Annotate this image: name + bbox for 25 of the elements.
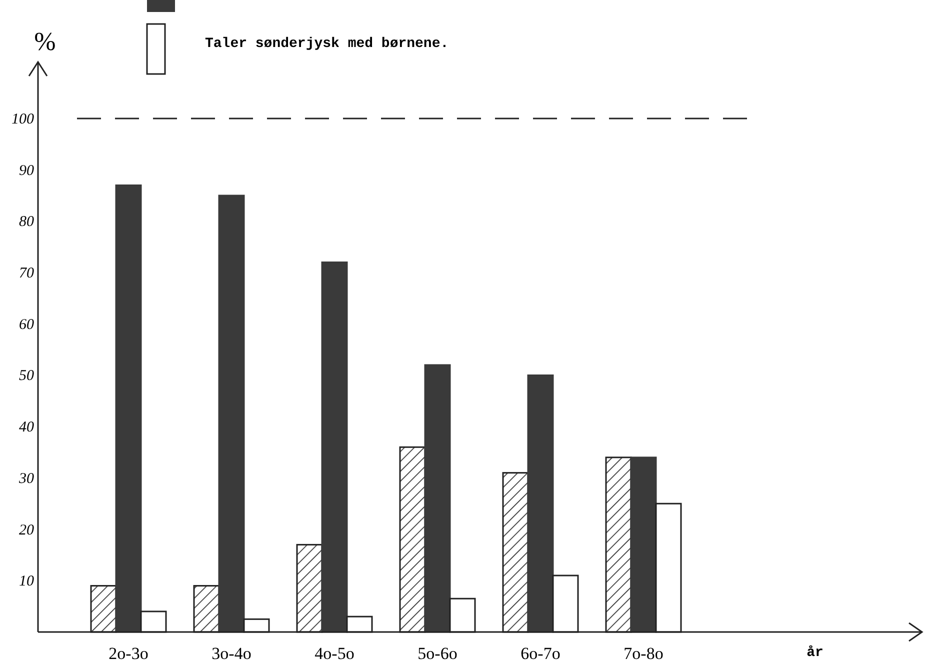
x-tick-label: 6o-7o	[520, 644, 560, 663]
y-axis-title: %	[34, 27, 56, 56]
y-tick-label: 60	[19, 316, 34, 333]
y-tick-label: 10	[19, 574, 34, 590]
y-tick-label: 100	[12, 111, 34, 128]
x-tick-label: 2o-3o	[108, 644, 148, 663]
x-axis-title: år	[806, 645, 824, 661]
y-tick-label: 30	[18, 470, 34, 487]
y-tick-label: 20	[19, 522, 34, 538]
bar	[424, 364, 451, 633]
x-tick-label: 7o-8o	[624, 644, 664, 663]
y-tick-label: 90	[19, 162, 34, 179]
bar	[218, 194, 245, 633]
y-tick-label: 40	[19, 420, 34, 436]
y-tick-label: 80	[19, 214, 34, 230]
bar	[321, 262, 348, 633]
y-tick-label: 50	[19, 368, 34, 384]
bar	[115, 184, 142, 633]
bar	[630, 456, 657, 633]
bar	[527, 374, 554, 633]
x-tick-label: 4o-5o	[314, 644, 354, 663]
text: Taler sønderjysk med børnene.	[205, 36, 449, 52]
x-tick-label: 3o-4o	[212, 644, 252, 663]
x-tick-label: 5o-6o	[418, 644, 458, 663]
y-tick-label: 70	[19, 266, 34, 282]
